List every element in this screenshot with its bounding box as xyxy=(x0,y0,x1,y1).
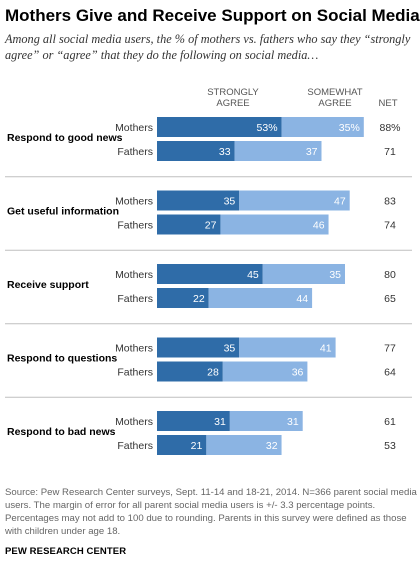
net-value: 53 xyxy=(384,440,396,452)
bar-strongly-agree xyxy=(157,264,263,284)
group-label: Mothers xyxy=(115,343,153,355)
net-value: 80 xyxy=(384,269,396,281)
group-label: Mothers xyxy=(115,196,153,208)
category-label: Get useful information xyxy=(7,206,119,218)
data-label-somewhat-agree: 41 xyxy=(320,343,332,355)
chart-subtitle: Among all social media users, the % of m… xyxy=(5,32,411,62)
data-label-strongly-agree: 35 xyxy=(224,196,236,208)
data-label-strongly-agree: 31 xyxy=(214,416,226,428)
data-label-somewhat-agree: 37 xyxy=(306,146,318,158)
data-label-somewhat-agree: 36 xyxy=(292,367,304,379)
group-label: Fathers xyxy=(117,440,153,452)
bar-strongly-agree xyxy=(157,117,282,137)
group-label: Fathers xyxy=(117,293,153,305)
data-label-strongly-agree: 22 xyxy=(193,293,205,305)
data-label-somewhat-agree: 44 xyxy=(296,293,308,305)
bar-somewhat-agree xyxy=(239,190,350,211)
bar-somewhat-agree xyxy=(234,141,322,161)
data-label-somewhat-agree: 46 xyxy=(313,220,325,232)
data-label-strongly-agree: 35 xyxy=(224,343,236,355)
bar-strongly-agree xyxy=(157,337,240,358)
bar-somewhat-agree xyxy=(239,337,336,358)
category-label: Respond to good news xyxy=(7,132,123,144)
bar-strongly-agree xyxy=(157,361,223,382)
bar-somewhat-agree xyxy=(262,264,345,284)
data-label-strongly-agree: 45 xyxy=(247,269,259,281)
net-value: 88% xyxy=(379,122,400,134)
data-label-somewhat-agree: 35 xyxy=(329,269,341,281)
bar-somewhat-agree xyxy=(229,411,303,431)
data-label-somewhat-agree: 47 xyxy=(334,196,346,208)
bar-somewhat-agree xyxy=(206,435,282,455)
bar-somewhat-agree xyxy=(281,117,364,137)
data-label-strongly-agree: 27 xyxy=(205,220,217,232)
legend-net: NET xyxy=(379,98,398,109)
net-value: 71 xyxy=(384,146,396,158)
bar-somewhat-agree xyxy=(220,214,329,235)
group-label: Fathers xyxy=(117,220,153,232)
org-credit: PEW RESEARCH CENTER xyxy=(5,546,127,557)
group-label: Fathers xyxy=(117,367,153,379)
net-value: 83 xyxy=(384,196,396,208)
bar-somewhat-agree xyxy=(222,361,308,382)
legend-strongly-agree: STRONGLY AGREE xyxy=(207,87,259,109)
data-label-somewhat-agree: 32 xyxy=(266,440,278,452)
stacked-bar-chart: STRONGLY AGREE SOMEWHAT AGREE NET Respond to … xyxy=(5,87,412,455)
data-label-somewhat-agree: 31 xyxy=(287,416,299,428)
source-note: Source: Pew Research Center surveys, Sep… xyxy=(5,487,417,537)
bar-strongly-agree xyxy=(157,435,207,455)
net-value: 74 xyxy=(384,220,396,232)
bar-strongly-agree xyxy=(157,288,209,308)
data-label-somewhat-agree: 35% xyxy=(339,122,360,134)
data-label-strongly-agree: 33 xyxy=(219,146,231,158)
bar-strongly-agree xyxy=(157,214,221,235)
group-label: Mothers xyxy=(115,416,153,428)
net-value: 61 xyxy=(384,416,396,428)
data-label-strongly-agree: 53% xyxy=(257,122,278,134)
bar-strongly-agree xyxy=(157,141,235,161)
bar-strongly-agree xyxy=(157,411,230,431)
net-value: 77 xyxy=(384,343,396,355)
category-label: Respond to questions xyxy=(7,353,117,365)
category-label: Respond to bad news xyxy=(7,426,116,438)
group-label: Fathers xyxy=(117,146,153,158)
legend-somewhat-agree: SOMEWHAT AGREE xyxy=(307,87,362,109)
net-value: 64 xyxy=(384,367,396,379)
category-label: Receive support xyxy=(7,279,89,291)
data-label-strongly-agree: 28 xyxy=(207,367,219,379)
group-label: Mothers xyxy=(115,122,153,134)
chart-title: Mothers Give and Receive Support on Soci… xyxy=(5,6,420,25)
bar-strongly-agree xyxy=(157,190,240,211)
data-label-strongly-agree: 21 xyxy=(191,440,203,452)
net-value: 65 xyxy=(384,293,396,305)
group-label: Mothers xyxy=(115,269,153,281)
bar-somewhat-agree xyxy=(208,288,313,308)
